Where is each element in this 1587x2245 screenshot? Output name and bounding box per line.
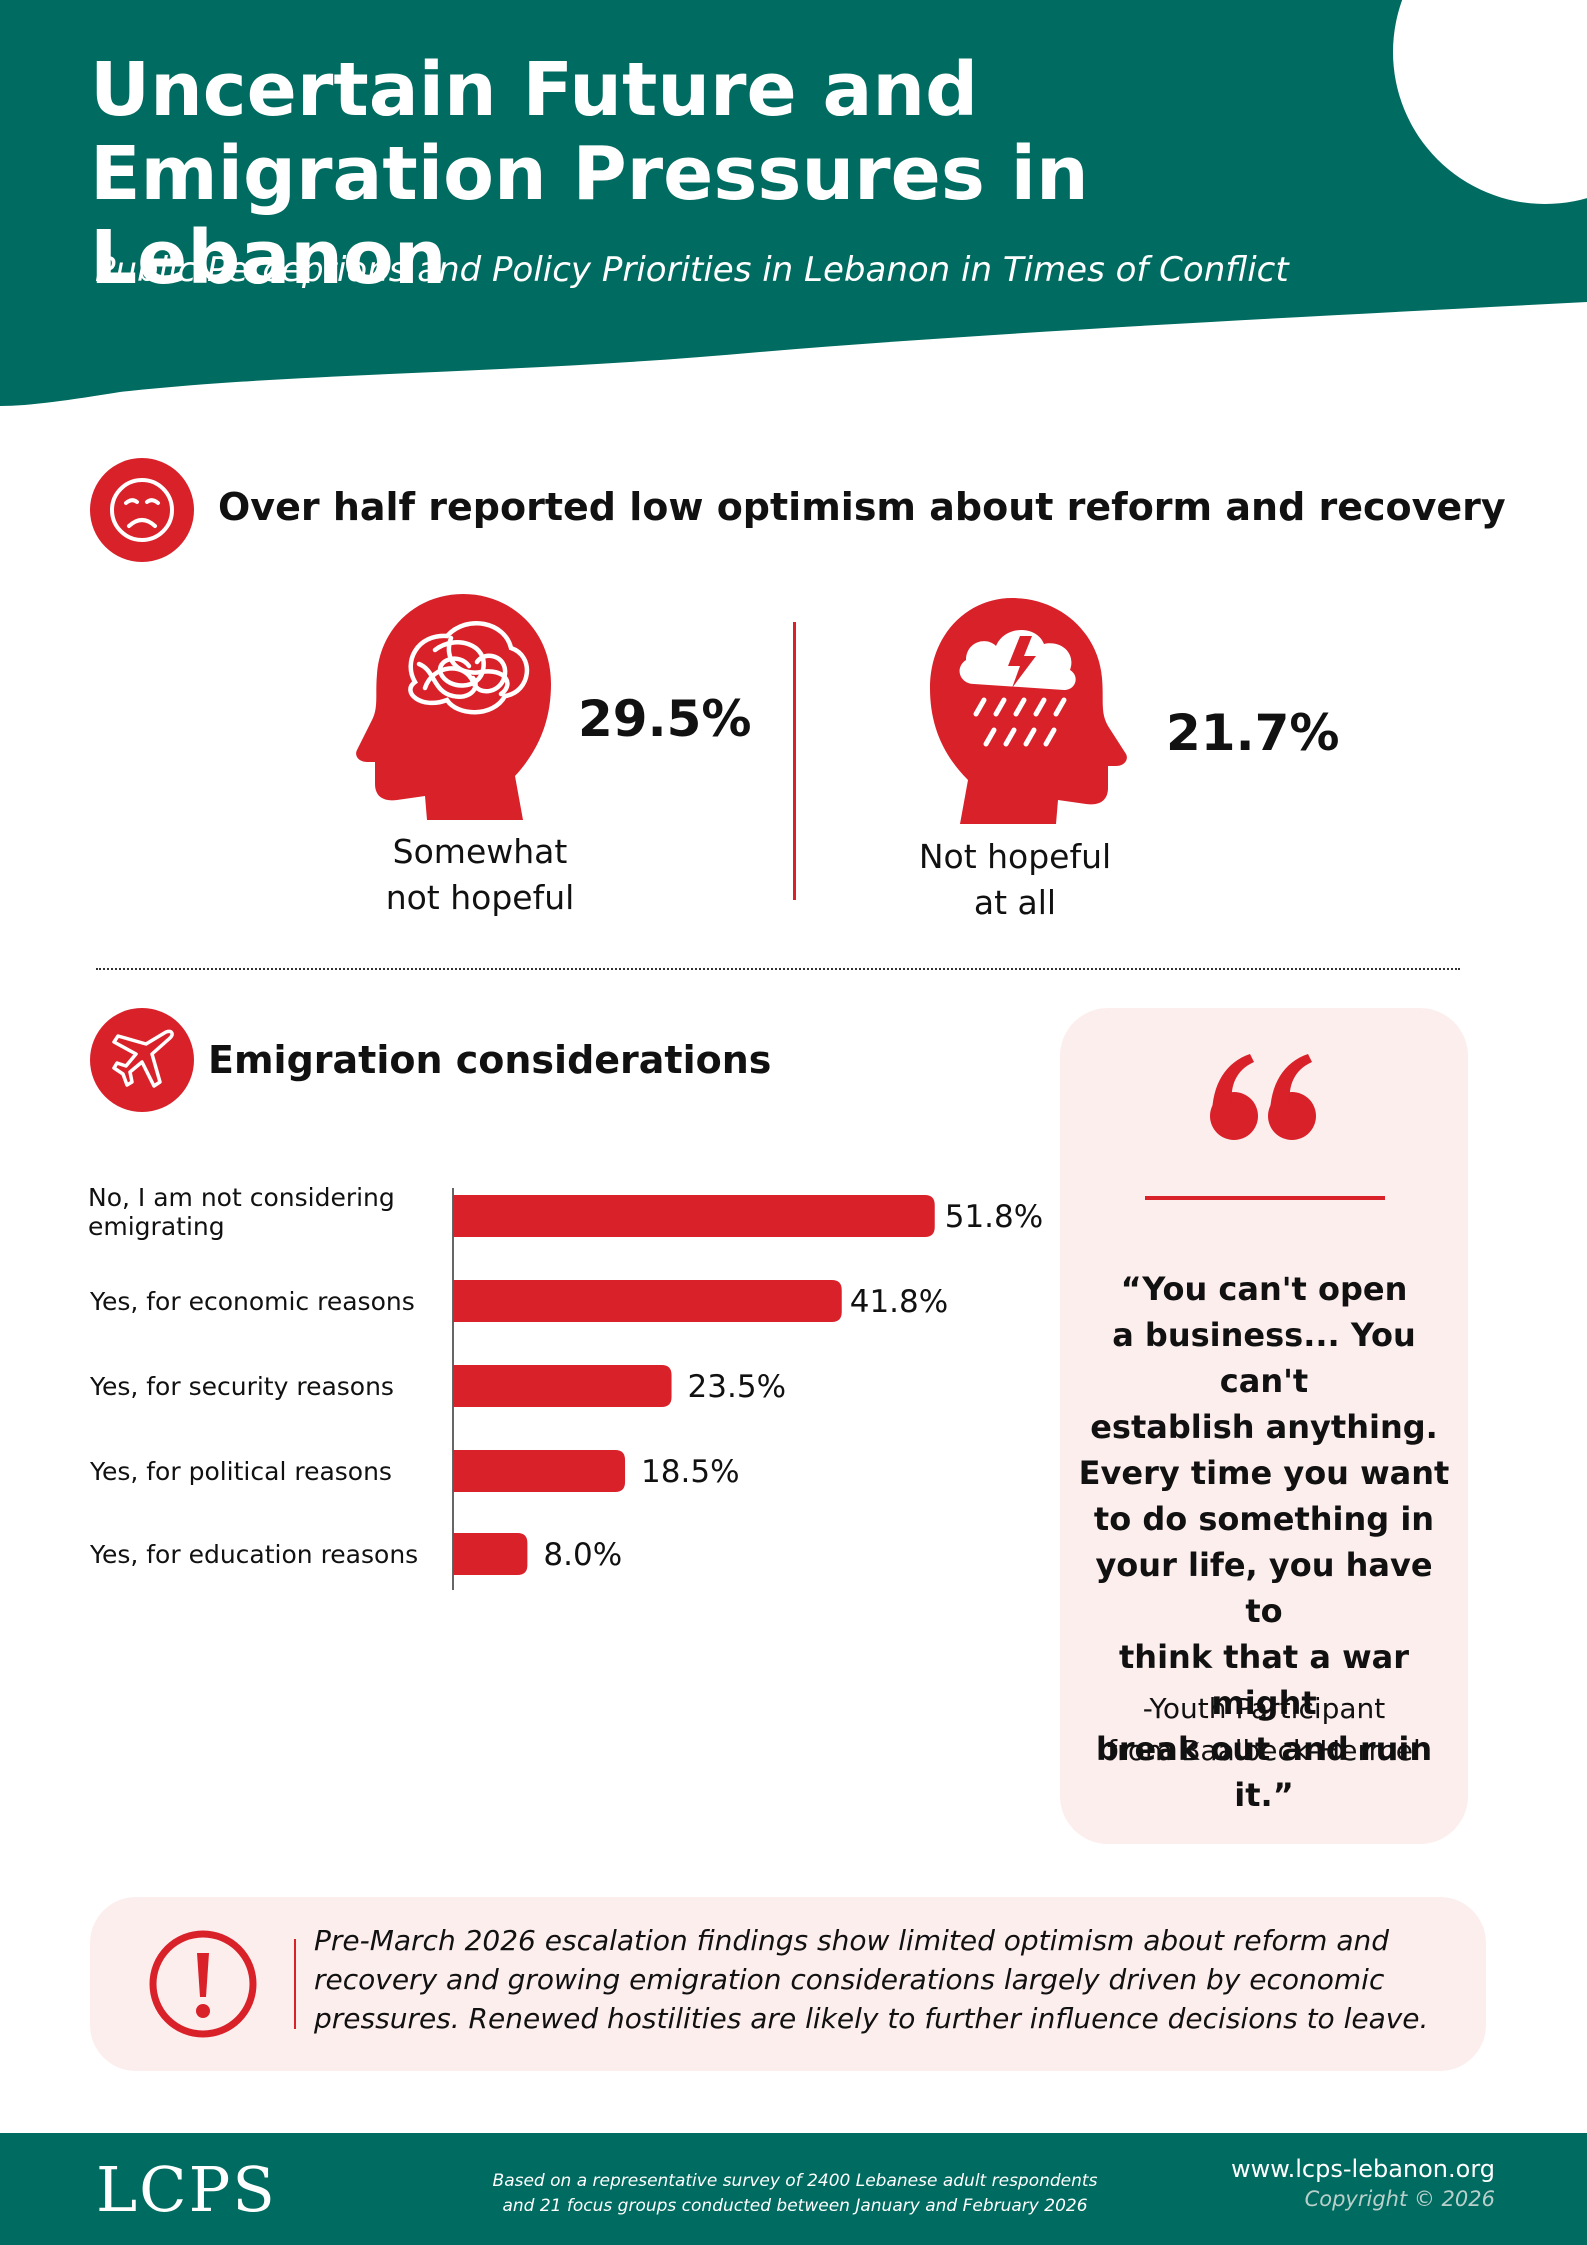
quote-line: to do something in (1093, 1500, 1435, 1538)
page-title: Uncertain Future and Emigration Pressure… (90, 47, 1089, 301)
label-line: Not hopeful (918, 837, 1112, 876)
not-hopeful-value: 21.7% (1166, 704, 1340, 762)
category-label-line: Yes, for economic reasons (89, 1287, 415, 1316)
page-subtitle: Public Perceptions and Policy Priorities… (95, 250, 1289, 290)
category-label-line: Yes, for political reasons (89, 1457, 392, 1486)
quote-card: “You can't open a business... You can't … (1060, 1008, 1468, 1844)
note-text: Pre-March 2026 escalation findings show … (314, 1921, 1454, 2038)
label-line: at all (973, 883, 1057, 922)
lcps-logo: LCPS (96, 2153, 277, 2226)
quote-line: “You can't open (1120, 1270, 1408, 1308)
somewhat-not-hopeful-label: Somewhat not hopeful (365, 829, 595, 921)
quote-divider (1145, 1196, 1385, 1200)
category-label: Yes, for education reasons (89, 1540, 418, 1569)
label-line: Somewhat (392, 832, 568, 871)
quote-line: think that a war might (1118, 1638, 1410, 1722)
category-label-line: No, I am not considering (88, 1183, 395, 1212)
category-label-line: emigrating (88, 1212, 225, 1241)
header-circle-decoration (1393, 0, 1587, 204)
sad-face-icon (90, 458, 194, 562)
label-line: not hopeful (385, 878, 575, 917)
somewhat-not-hopeful-value: 29.5% (578, 690, 752, 748)
quote-author: -Youth Participant from Baalbeck-Hermel (1060, 1688, 1468, 1772)
optimism-heading: Over half reported low optimism about re… (218, 485, 1506, 529)
quote-line: a business... You can't (1112, 1316, 1416, 1400)
bar-value-label: 41.8% (850, 1284, 948, 1320)
bar-value-label: 51.8% (945, 1199, 1043, 1235)
category-label-line: Yes, for education reasons (89, 1540, 418, 1569)
category-label: Yes, for economic reasons (89, 1287, 415, 1316)
bar-3 (453, 1450, 626, 1492)
bar-0 (453, 1195, 935, 1237)
category-label: No, I am not considering emigrating (88, 1183, 395, 1241)
author-line: -Youth Participant (1142, 1692, 1386, 1725)
quote-line: Every time you want (1078, 1454, 1450, 1492)
bar-value-label: 8.0% (543, 1537, 622, 1573)
note-line: recovery and growing emigration consider… (314, 1963, 1385, 1996)
bar-2 (453, 1365, 672, 1407)
tangled-thoughts-head-icon (356, 594, 551, 820)
emigration-heading: Emigration considerations (208, 1038, 772, 1082)
header-background (0, 0, 1587, 406)
section-divider (96, 968, 1460, 970)
footer-note-line: Based on a representative survey of 2400… (492, 2171, 1098, 2191)
storm-cloud-head-icon (930, 598, 1127, 824)
footer-methodology-note: Based on a representative survey of 2400… (470, 2169, 1120, 2219)
quote-line: break out and ruin it.” (1095, 1730, 1433, 1814)
quotation-mark-icon (1060, 1048, 1468, 1152)
website-link[interactable]: www.lcps-lebanon.org (1230, 2155, 1495, 2183)
copyright-text: Copyright © 2026 (1304, 2187, 1495, 2211)
vertical-divider (793, 622, 796, 900)
category-label: Yes, for security reasons (89, 1372, 394, 1401)
header-wave-shape (0, 0, 1587, 406)
airplane-icon (90, 1008, 194, 1112)
bars-layer: 51.8% No, I am not considering emigrating 4… (88, 1183, 1043, 1590)
quote-line: your life, you have to (1095, 1546, 1433, 1630)
quote-line: establish anything. (1090, 1408, 1438, 1446)
bar-value-label: 18.5% (641, 1454, 739, 1490)
bar-value-label: 23.5% (688, 1369, 786, 1405)
note-line: Pre-March 2026 escalation findings show … (314, 1924, 1390, 1957)
category-label: Yes, for political reasons (89, 1457, 392, 1486)
exclamation-icon (148, 1929, 258, 2043)
note-divider (294, 1939, 296, 2029)
note-line: pressures. Renewed hostilities are likel… (314, 2002, 1429, 2035)
footer: LCPS Based on a representative survey of… (0, 2133, 1587, 2245)
emigration-bar-chart: 51.8% No, I am not considering emigrating 4… (88, 1183, 1043, 1590)
category-label-line: Yes, for security reasons (89, 1372, 394, 1401)
bar-4 (453, 1533, 528, 1575)
author-line: from Baalbeck-Hermel (1107, 1734, 1421, 1767)
key-finding-note: Pre-March 2026 escalation findings show … (90, 1897, 1486, 2071)
quote-text: “You can't open a business... You can't … (1074, 1266, 1454, 1818)
not-hopeful-label: Not hopeful at all (900, 834, 1130, 926)
footer-note-line: and 21 focus groups conducted between Ja… (502, 2196, 1088, 2216)
bar-1 (453, 1280, 842, 1322)
